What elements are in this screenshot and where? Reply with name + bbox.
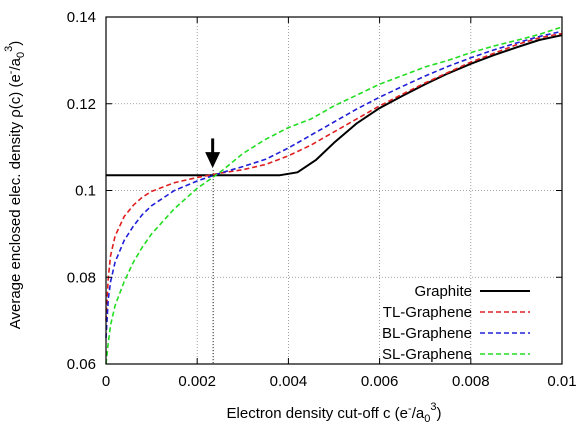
legend: Graphite TL-Graphene BL-Graphene SL-Graphen… xyxy=(382,283,530,363)
x-tick-label: 0.01 xyxy=(547,373,576,390)
y-tick-label: 0.1 xyxy=(75,183,96,200)
series-line-sl-graphene xyxy=(105,26,563,365)
annotation-layer xyxy=(205,138,221,364)
y-axis-label: Average enclosed elec. density ρ(c) (e-/… xyxy=(3,41,27,330)
x-tick-label: 0 xyxy=(102,373,110,390)
x-axis-label: Electron density cut-off c (e-/a03) xyxy=(227,401,442,425)
grid-lines xyxy=(106,17,562,364)
arrow-head xyxy=(205,152,221,169)
legend-label: SL-Graphene xyxy=(382,346,472,363)
y-tick-label: 0.14 xyxy=(67,9,96,26)
x-tick-label: 0.008 xyxy=(452,373,490,390)
legend-label: TL-Graphene xyxy=(383,304,472,321)
series-line-bl-graphene xyxy=(105,30,563,339)
y-tick-label: 0.06 xyxy=(67,356,96,373)
legend-label: BL-Graphene xyxy=(382,325,472,342)
series-line-tl-graphene xyxy=(105,32,563,321)
series-layer xyxy=(105,26,563,365)
ticks-layer: 0 0.002 0.004 0.006 0.008 0.01 0.06 0.08 0.1 0.12… xyxy=(67,9,577,390)
legend-label: Graphite xyxy=(414,283,472,300)
x-tick-label: 0.006 xyxy=(361,373,399,390)
series-line-graphite xyxy=(106,34,563,177)
y-tick-label: 0.08 xyxy=(67,269,96,286)
x-tick-label: 0.002 xyxy=(178,373,216,390)
x-tick-label: 0.004 xyxy=(270,373,308,390)
y-tick-label: 0.12 xyxy=(67,96,96,113)
